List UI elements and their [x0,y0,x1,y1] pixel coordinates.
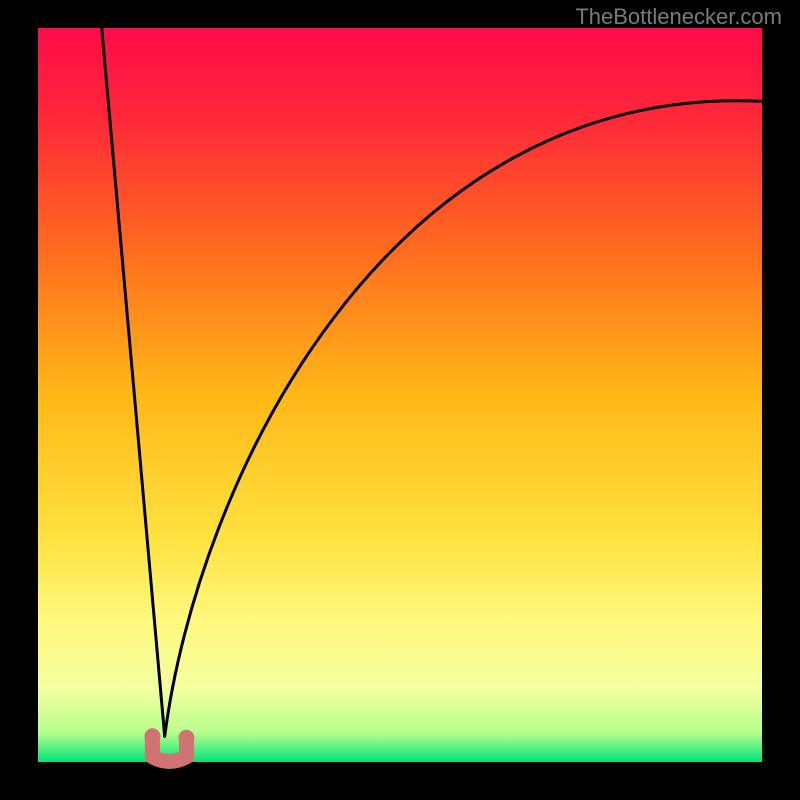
plot-svg [0,0,800,800]
watermark-text: TheBottlenecker.com [575,4,782,30]
stage: TheBottlenecker.com [0,0,800,800]
plot-background [38,28,762,762]
